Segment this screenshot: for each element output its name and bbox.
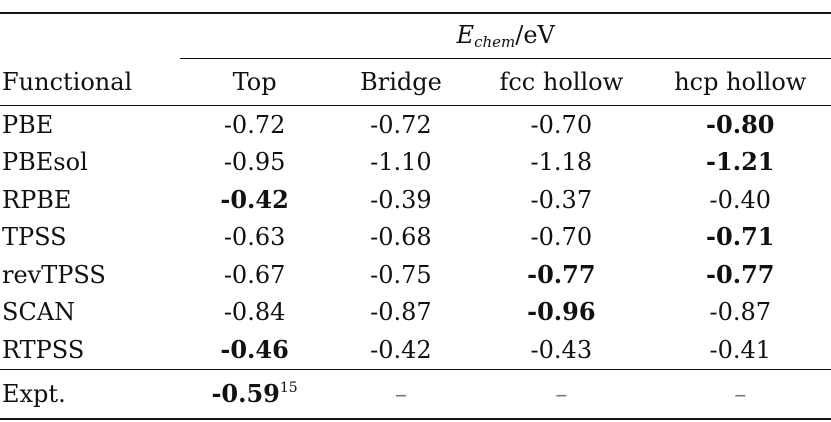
- experiment-bridge-dash: –: [328, 368, 474, 420]
- column-header-bridge: Bridge: [328, 58, 474, 106]
- experiment-row: Expt. -0.5915 – – –: [0, 368, 831, 420]
- value-hcp-hollow: -1.21: [706, 147, 775, 177]
- functional-label: RPBE: [2, 185, 72, 214]
- value-fcc-hollow: -0.70: [473, 105, 650, 144]
- functional-label: revTPSS: [2, 260, 106, 289]
- value-fcc-hollow: -0.70: [530, 223, 593, 252]
- value-bridge: -0.39: [370, 185, 432, 214]
- column-header-hcp-hollow: hcp hollow: [649, 58, 831, 106]
- table-row: revTPSS -0.67 -0.75 -0.77 -0.77: [0, 256, 831, 294]
- value-hcp-hollow: -0.41: [709, 335, 772, 364]
- table-body: PBE -0.72 -0.72 -0.70 -0.80 PBEsol -0.95 -1.10-…: [0, 105, 831, 370]
- experiment-top-value: -0.59: [211, 379, 280, 408]
- value-hcp-hollow: -0.71: [706, 222, 775, 252]
- value-top: -0.63: [223, 223, 286, 252]
- value-top: -0.84: [223, 298, 286, 327]
- value-top: -0.42: [220, 184, 289, 214]
- value-hcp-hollow: -0.40: [709, 185, 772, 214]
- energy-subscript: chem: [474, 32, 516, 51]
- value-top: -0.46: [220, 334, 289, 364]
- column-header-row: Functional Top Bridge fcc hollow hcp hol…: [0, 58, 831, 106]
- energy-header-label: Echem/eV: [451, 23, 561, 50]
- functional-label: RTPSS: [2, 335, 85, 364]
- table-row: RPBE -0.42 -0.39 -0.37 -0.40: [0, 181, 831, 219]
- chemisorption-energy-table: Echem/eV Functional Top Bridge fcc hollo…: [0, 12, 831, 420]
- value-fcc-hollow: -1.18: [530, 148, 593, 177]
- column-header-fcc-hollow: fcc hollow: [473, 58, 650, 106]
- super-header-cell: Echem/eV: [180, 12, 831, 59]
- table-row: PBEsol -0.95 -1.10 -1.18 -1.21: [0, 144, 831, 182]
- experiment-reference: 15: [279, 380, 298, 396]
- value-fcc-hollow: -0.96: [527, 297, 596, 327]
- functional-label: TPSS: [2, 223, 67, 252]
- value-bridge: -0.75: [370, 260, 432, 289]
- value-bridge: -1.10: [370, 148, 432, 177]
- value-hcp-hollow: -0.77: [706, 259, 775, 289]
- value-top: -0.72: [180, 105, 329, 144]
- table-row: PBE -0.72 -0.72 -0.70 -0.80: [0, 105, 831, 144]
- functional-label: SCAN: [2, 298, 76, 327]
- value-fcc-hollow: -0.37: [530, 185, 593, 214]
- column-header-functional: Functional: [2, 67, 133, 96]
- super-header-row: Echem/eV: [0, 12, 831, 59]
- table-row: SCAN -0.84 -0.87 -0.96 -0.87: [0, 294, 831, 332]
- value-bridge: -0.42: [370, 335, 432, 364]
- functional-label: PBEsol: [2, 148, 88, 177]
- value-bridge: -0.72: [328, 105, 474, 144]
- functional-label: PBE: [0, 105, 181, 144]
- value-top: -0.67: [223, 260, 286, 289]
- value-hcp-hollow: -0.80: [649, 105, 831, 144]
- experiment-hcp-dash: –: [649, 368, 831, 420]
- experiment-fcc-dash: –: [473, 368, 650, 420]
- value-bridge: -0.87: [370, 298, 432, 327]
- experiment-label: Expt.: [0, 368, 181, 420]
- value-fcc-hollow: -0.43: [530, 335, 593, 364]
- value-top: -0.95: [223, 148, 286, 177]
- energy-unit: /eV: [515, 20, 555, 49]
- value-fcc-hollow: -0.77: [527, 259, 596, 289]
- super-header-empty-cell: [0, 12, 181, 59]
- experiment-top-cell: -0.5915: [180, 368, 329, 420]
- table-row: RTPSS -0.46 -0.42 -0.43 -0.41: [0, 331, 831, 369]
- energy-symbol: E: [456, 20, 475, 49]
- table-row: TPSS -0.63 -0.68 -0.70 -0.71: [0, 219, 831, 257]
- value-hcp-hollow: -0.87: [709, 298, 772, 327]
- value-bridge: -0.68: [370, 223, 432, 252]
- column-header-top: Top: [180, 58, 329, 106]
